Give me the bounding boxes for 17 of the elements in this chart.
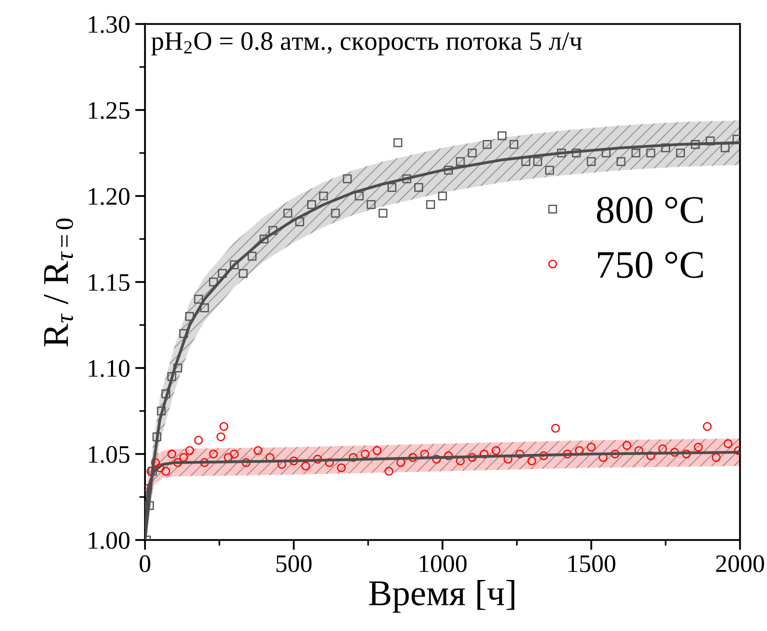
x-tick-label: 1000 bbox=[420, 555, 467, 572]
y-tick-label: 1.20 bbox=[88, 188, 130, 206]
y-tick-label: 1.10 bbox=[88, 360, 130, 378]
y-tick-label: 1.05 bbox=[88, 446, 130, 464]
x-tick-label: 0 bbox=[140, 555, 150, 572]
y-tick-label: 1.00 bbox=[88, 532, 130, 550]
x-tick-label: 1500 bbox=[568, 555, 616, 572]
x-tick-label: 500 bbox=[276, 555, 312, 572]
x-tick-label: 2000 bbox=[716, 555, 764, 572]
legend-label: 800 °C bbox=[596, 196, 703, 224]
y-tick-label: 1.30 bbox=[88, 16, 130, 34]
y-tick-label: 1.25 bbox=[88, 102, 130, 120]
x-axis-title: Время [ч] bbox=[369, 580, 514, 613]
y-axis-title: R$_{τ}$ / R$_{τ=0}$ bbox=[44, 218, 74, 347]
annotation: pH$_{2}$O = 0.8 атм., скорость потока 5 л/ч bbox=[151, 32, 582, 56]
y-tick-label: 1.15 bbox=[88, 274, 130, 292]
legend-label: 750 °C bbox=[598, 252, 703, 278]
